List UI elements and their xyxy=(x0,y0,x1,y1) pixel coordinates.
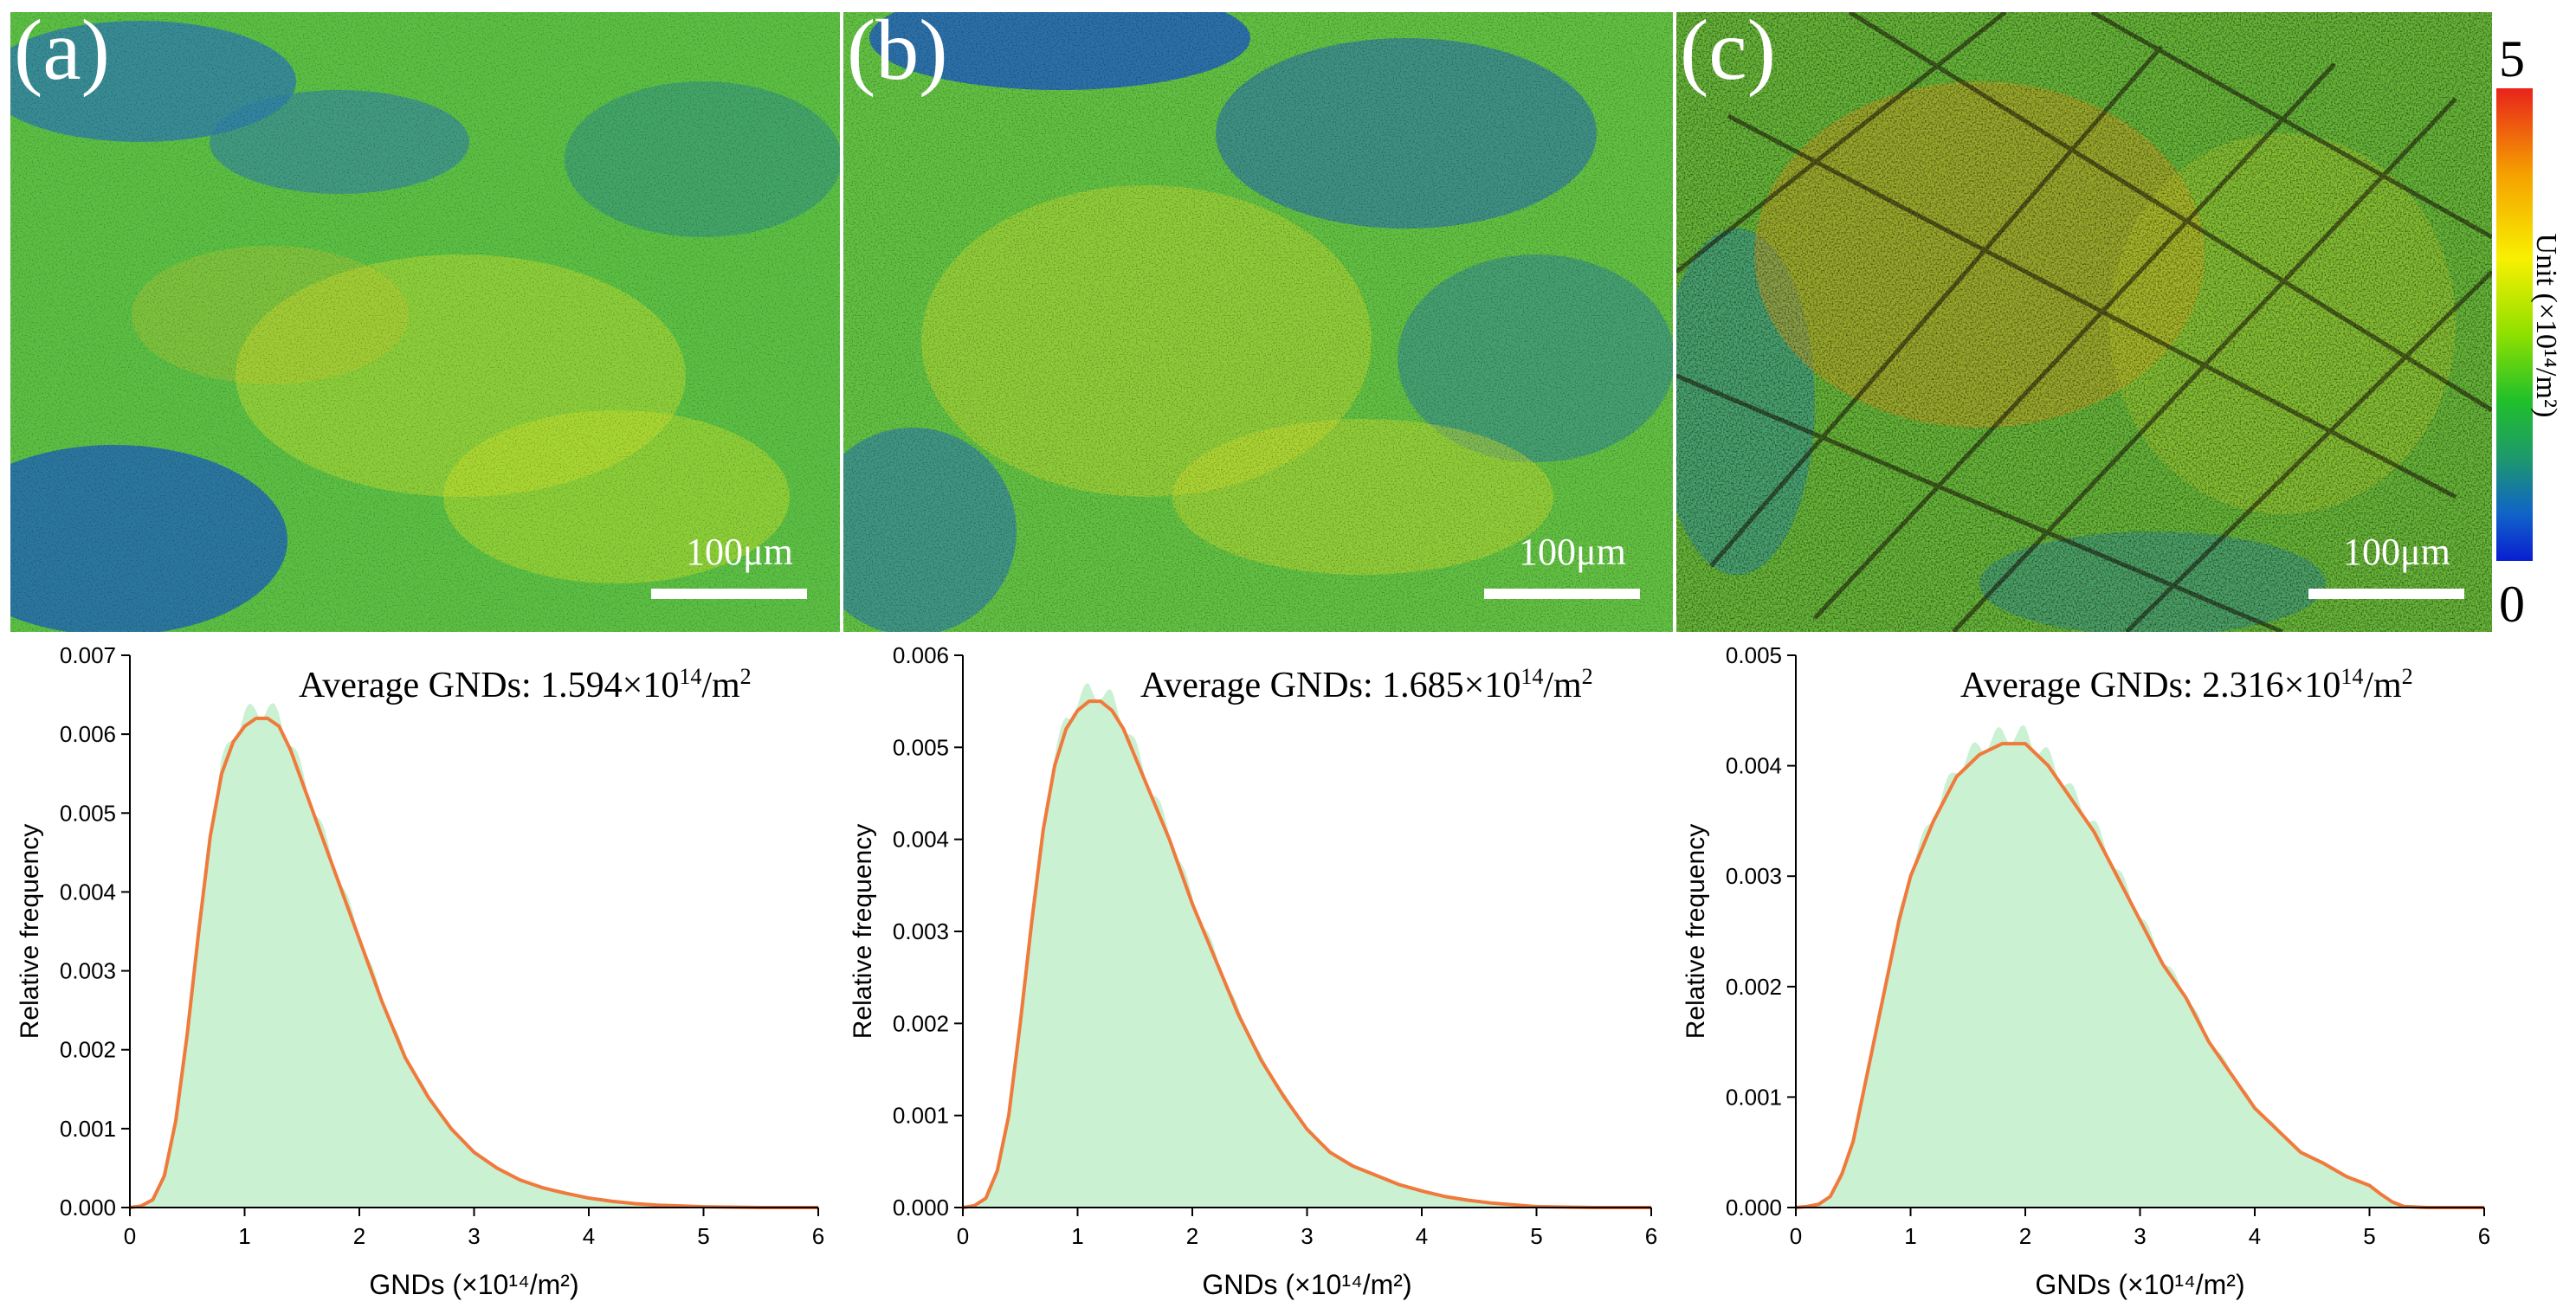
avg-annotation-b-text: Average GNDs: 1.685×10 xyxy=(1140,666,1521,705)
histogram-c-x-axis-title: GNDs (×10¹⁴/m²) xyxy=(2035,1269,2244,1300)
avg-annotation-b-exp: 14 xyxy=(1520,664,1544,689)
scale-bar-b-label: 100μm xyxy=(1519,531,1626,573)
histogram-c-y-tick-label: 0.004 xyxy=(1726,753,1782,779)
gnd-map-a-image xyxy=(10,12,840,632)
histogram-a-y-tick-label: 0.003 xyxy=(60,958,116,984)
histogram-b-bars xyxy=(963,683,1651,1208)
histogram-b-x-axis-title: GNDs (×10¹⁴/m²) xyxy=(1202,1269,1411,1300)
avg-annotation-a: Average GNDs: 1.594×1014/m2 xyxy=(299,664,752,706)
histogram-a-x-tick-label: 5 xyxy=(697,1223,709,1249)
histogram-b-y-tick-label: 0.003 xyxy=(893,918,949,944)
colorbar xyxy=(2496,88,2533,561)
avg-annotation-b: Average GNDs: 1.685×1014/m2 xyxy=(1140,664,1593,706)
histogram-b-x-tick-label: 0 xyxy=(957,1223,969,1249)
histogram-b-plot: 0 1 2 3 4 5 6 0.000 0.001 0.002 0.003 0.004 0.005 0.0… xyxy=(849,645,1657,1300)
histogram-b-y-tick-label: 0.001 xyxy=(893,1103,949,1129)
gnd-map-a: (a) 100μm xyxy=(10,12,840,632)
histogram-c-x-tick-label: 2 xyxy=(2019,1223,2031,1249)
histogram-b-y-tick-label: 0.000 xyxy=(893,1195,949,1221)
histogram-c-x-tick-label: 6 xyxy=(2478,1223,2490,1249)
histogram-b: 0 1 2 3 4 5 6 0.000 0.001 0.002 0.003 0.004 0.005 0.0… xyxy=(833,645,1664,1311)
scale-bar-a-label: 100μm xyxy=(686,531,793,573)
histogram-a-y-tick-label: 0.004 xyxy=(60,879,116,905)
avg-annotation-a-unit: /m xyxy=(701,666,740,705)
histogram-a: 0 1 2 3 4 5 6 0.000 0.001 0.002 0.003 0.004 0.005 0.0… xyxy=(0,645,831,1311)
histogram-a-fit-curve xyxy=(129,716,818,1209)
histogram-a-x-tick-label: 0 xyxy=(124,1223,136,1249)
panel-label-a: (a) xyxy=(14,12,110,98)
histogram-a-x-tick-label: 4 xyxy=(583,1223,595,1249)
histogram-a-y-axis-title: Relative frequency xyxy=(16,824,44,1039)
avg-annotation-c-unit: /m xyxy=(2363,666,2402,705)
histogram-b-x-tick-label: 4 xyxy=(1416,1223,1428,1249)
colorbar-min-label: 0 xyxy=(2499,576,2525,633)
histogram-b-x-tick-label: 2 xyxy=(1186,1223,1198,1249)
scale-bar-a-line xyxy=(651,589,807,599)
colorbar-max-label: 5 xyxy=(2499,30,2525,87)
histogram-a-y-tick-label: 0.000 xyxy=(60,1195,116,1221)
histogram-a-bars xyxy=(130,703,818,1208)
histogram-c: 0 1 2 3 4 5 6 0.000 0.001 0.002 0.003 0.004 0.005 GND… xyxy=(1666,645,2497,1311)
histogram-b-y-axis-title: Relative frequency xyxy=(849,824,877,1039)
histogram-c-bars xyxy=(1796,725,2484,1208)
histogram-a-x-axis-title: GNDs (×10¹⁴/m²) xyxy=(369,1269,578,1300)
scale-bar-c-label: 100μm xyxy=(2343,531,2450,573)
avg-annotation-c-unit-exp: 2 xyxy=(2401,664,2413,689)
avg-annotation-b-unit-exp: 2 xyxy=(1581,664,1593,689)
panel-label-c: (c) xyxy=(1680,12,1776,98)
histogram-c-y-tick-label: 0.001 xyxy=(1726,1084,1782,1110)
avg-annotation-a-exp: 14 xyxy=(679,664,702,689)
histogram-c-plot: 0 1 2 3 4 5 6 0.000 0.001 0.002 0.003 0.004 0.005 GND… xyxy=(1682,645,2490,1300)
avg-annotation-c-exp: 14 xyxy=(2340,664,2364,689)
avg-annotation-c-text: Average GNDs: 2.316×10 xyxy=(1960,666,2341,705)
histogram-c-y-axis-title: Relative frequency xyxy=(1682,824,1710,1039)
histogram-c-y-tick-label: 0.005 xyxy=(1726,645,1782,668)
histogram-c-x-tick-label: 1 xyxy=(1904,1223,1916,1249)
histogram-a-x-tick-label: 6 xyxy=(812,1223,824,1249)
histogram-c-x-tick-label: 0 xyxy=(1790,1223,1802,1249)
histogram-b-x-tick-label: 5 xyxy=(1530,1223,1542,1249)
avg-annotation-b-unit: /m xyxy=(1543,666,1582,705)
histogram-a-x-tick-label: 2 xyxy=(353,1223,365,1249)
histogram-c-x-tick-label: 5 xyxy=(2363,1223,2375,1249)
scale-bar-b: 100μm xyxy=(1484,533,1657,611)
histogram-b-x-tick-label: 3 xyxy=(1301,1223,1313,1249)
histogram-a-y-tick-label: 0.005 xyxy=(60,800,116,826)
scale-bar-c: 100μm xyxy=(2308,533,2482,611)
scale-bar-a: 100μm xyxy=(651,533,824,611)
histogram-a-y-tick-label: 0.002 xyxy=(60,1037,116,1063)
histogram-b-x-tick-label: 6 xyxy=(1645,1223,1657,1249)
histogram-b-y-tick-label: 0.006 xyxy=(893,645,949,668)
histogram-c-y-tick-label: 0.002 xyxy=(1726,974,1782,1000)
avg-annotation-a-text: Average GNDs: 1.594×10 xyxy=(299,666,680,705)
histogram-c-y-tick-label: 0.000 xyxy=(1726,1195,1782,1221)
histogram-a-x-tick-label: 1 xyxy=(238,1223,250,1249)
histogram-b-y-tick-label: 0.004 xyxy=(893,827,949,853)
gnd-map-c-image xyxy=(1676,12,2492,632)
avg-annotation-a-unit-exp: 2 xyxy=(739,664,752,689)
panel-label-b: (b) xyxy=(847,12,948,98)
histogram-a-plot: 0 1 2 3 4 5 6 0.000 0.001 0.002 0.003 0.004 0.005 0.0… xyxy=(16,645,824,1300)
histogram-c-x-tick-label: 4 xyxy=(2249,1223,2261,1249)
gnd-map-c: (c) 100μm xyxy=(1676,12,2492,632)
histogram-a-y-tick-label: 0.007 xyxy=(60,645,116,668)
gnd-map-b: (b) 100μm xyxy=(843,12,1673,632)
colorbar-unit-label: Unit (×10¹⁴/m²) xyxy=(2530,233,2562,418)
scale-bar-c-line xyxy=(2308,589,2464,599)
histogram-c-fit-curve xyxy=(1795,742,2484,1209)
avg-annotation-c: Average GNDs: 2.316×1014/m2 xyxy=(1960,664,2413,706)
histogram-b-y-tick-label: 0.002 xyxy=(893,1010,949,1036)
histogram-b-fit-curve xyxy=(962,699,1651,1209)
histogram-c-y-tick-label: 0.003 xyxy=(1726,863,1782,889)
histogram-b-y-tick-label: 0.005 xyxy=(893,734,949,760)
histogram-c-x-tick-label: 3 xyxy=(2134,1223,2146,1249)
histogram-b-x-tick-label: 1 xyxy=(1071,1223,1083,1249)
histogram-a-y-tick-label: 0.006 xyxy=(60,721,116,747)
gnd-map-b-image xyxy=(843,12,1673,632)
histogram-a-y-tick-label: 0.001 xyxy=(60,1116,116,1142)
histogram-a-x-tick-label: 3 xyxy=(468,1223,480,1249)
scale-bar-b-line xyxy=(1484,589,1640,599)
